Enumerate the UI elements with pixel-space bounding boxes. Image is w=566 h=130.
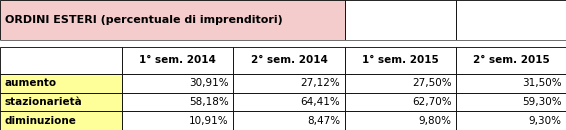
Text: 1° sem. 2014: 1° sem. 2014	[139, 56, 216, 65]
Bar	[122, 93, 233, 111]
Bar	[0, 111, 122, 130]
Bar	[233, 47, 345, 74]
Bar	[345, 40, 456, 47]
Text: aumento: aumento	[5, 78, 57, 88]
Text: 9,80%: 9,80%	[419, 116, 452, 126]
Bar	[0, 74, 122, 93]
Bar	[456, 47, 566, 74]
Text: 64,41%: 64,41%	[301, 97, 340, 107]
Bar	[233, 111, 345, 130]
Bar	[233, 93, 345, 111]
Text: 27,50%: 27,50%	[412, 78, 452, 88]
Text: stazionarietà: stazionarietà	[5, 97, 82, 107]
Bar	[456, 74, 566, 93]
Bar	[456, 93, 566, 111]
Bar	[345, 93, 456, 111]
Bar	[0, 0, 345, 40]
Text: diminuzione: diminuzione	[5, 116, 76, 126]
Bar	[122, 47, 233, 74]
Text: 8,47%: 8,47%	[307, 116, 340, 126]
Bar	[456, 0, 566, 40]
Text: 59,30%: 59,30%	[522, 97, 561, 107]
Text: 1° sem. 2015: 1° sem. 2015	[362, 56, 439, 65]
Bar	[345, 0, 456, 40]
Text: 31,50%: 31,50%	[522, 78, 561, 88]
Bar	[345, 111, 456, 130]
Bar	[233, 74, 345, 93]
Text: 2° sem. 2014: 2° sem. 2014	[251, 56, 327, 65]
Bar	[0, 40, 122, 47]
Text: 62,70%: 62,70%	[412, 97, 452, 107]
Bar	[456, 111, 566, 130]
Bar	[122, 74, 233, 93]
Bar	[233, 40, 345, 47]
Bar	[122, 40, 233, 47]
Text: ORDINI ESTERI (percentuale di imprenditori): ORDINI ESTERI (percentuale di imprendito…	[5, 15, 282, 25]
Bar	[122, 111, 233, 130]
Bar	[0, 93, 122, 111]
Text: 30,91%: 30,91%	[189, 78, 229, 88]
Text: 2° sem. 2015: 2° sem. 2015	[473, 56, 550, 65]
Text: 27,12%: 27,12%	[301, 78, 340, 88]
Bar	[345, 47, 456, 74]
Bar	[345, 74, 456, 93]
Text: 10,91%: 10,91%	[189, 116, 229, 126]
Bar	[456, 40, 566, 47]
Text: 9,30%: 9,30%	[529, 116, 561, 126]
Text: 58,18%: 58,18%	[189, 97, 229, 107]
Bar	[0, 47, 122, 74]
